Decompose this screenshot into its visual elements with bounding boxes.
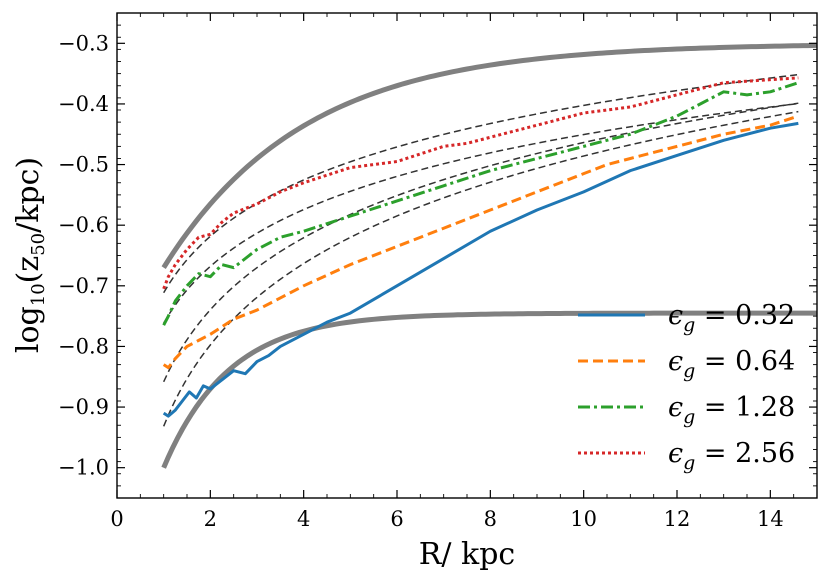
- y-axis-label: log10(z50/kpc): [11, 157, 49, 353]
- legend-label-2: ϵg = 0.64: [668, 346, 795, 382]
- plot-frame: [116, 12, 818, 499]
- legend-subscript: g: [683, 452, 695, 474]
- series-line-4: [162, 76, 799, 290]
- y-tick-label: −0.5: [58, 153, 109, 177]
- bound-curves: [161, 42, 817, 469]
- legend-epsilon: ϵ: [668, 438, 683, 469]
- legend-subscript: g: [683, 314, 695, 336]
- x-tick-labels: 0 2 4 6 8 10 12 14: [110, 507, 783, 531]
- series-line-1: [162, 121, 799, 418]
- x-tick-label: 8: [484, 507, 497, 531]
- legend-label-1: ϵg = 0.32: [668, 300, 795, 336]
- lower-bound-curve: [161, 310, 817, 469]
- y-tick-label: −0.6: [58, 213, 109, 237]
- x-tick-label: 6: [390, 507, 403, 531]
- upper-bound-curve: [161, 42, 817, 269]
- y-axis-label-prefix: log: [11, 306, 46, 353]
- fit-0.32-curve: [162, 110, 799, 427]
- fit-1.28-curve: [163, 102, 799, 324]
- legend-value: = 0.32: [695, 300, 795, 331]
- x-tick-label: 10: [570, 507, 597, 531]
- legend-epsilon: ϵ: [668, 346, 683, 377]
- x-tick-label: 14: [757, 507, 784, 531]
- y-axis-label-close: /kpc): [11, 157, 46, 233]
- x-tick-label: 2: [204, 507, 217, 531]
- y-axis-label-open: (z: [11, 256, 46, 284]
- plot-background: [117, 13, 817, 498]
- legend-value: = 2.56: [695, 438, 795, 469]
- series-line-2: [162, 114, 799, 370]
- legend-epsilon: ϵ: [668, 300, 683, 331]
- x-axis-label: R/ kpc: [419, 537, 515, 572]
- y-tick-labels: −1.0 −0.9 −0.8 −0.7 −0.6 −0.5 −0.4 −0.3: [58, 31, 109, 479]
- x-tick-label: 4: [297, 507, 310, 531]
- y-tick-label: −1.0: [58, 456, 109, 480]
- legend-label-3: ϵg = 1.28: [668, 392, 795, 428]
- legend-value: = 0.64: [695, 346, 795, 377]
- legend-subscript: g: [683, 406, 695, 428]
- y-tick-label: −0.9: [58, 395, 109, 419]
- data-series: [162, 76, 799, 418]
- legend-subscript: g: [683, 360, 695, 382]
- y-tick-label: −0.3: [58, 31, 109, 55]
- x-tick-label: 12: [664, 507, 691, 531]
- y-tick-label: −0.4: [58, 92, 109, 116]
- y-axis-label-sub2: 50: [28, 233, 49, 256]
- y-axis-label-sub: 10: [28, 283, 49, 306]
- legend-value: = 1.28: [695, 392, 795, 423]
- legend-label-4: ϵg = 2.56: [668, 438, 795, 474]
- series-line-3: [162, 81, 799, 326]
- x-tick-label: 0: [110, 507, 123, 531]
- legend-epsilon: ϵ: [668, 392, 683, 423]
- y-tick-label: −0.7: [58, 274, 109, 298]
- y-tick-label: −0.8: [58, 334, 109, 358]
